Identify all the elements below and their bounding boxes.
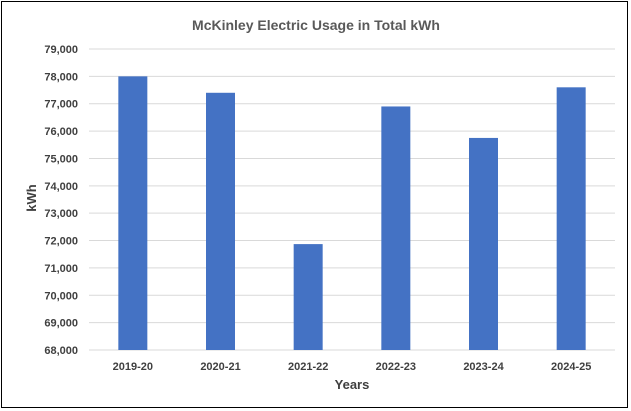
y-tick-label: 71,000 (44, 263, 78, 275)
x-tick-label: 2019-20 (113, 361, 153, 373)
y-tick-labels: 68,000 69,000 70,000 71,000 72,000 73,000 74,0… (44, 44, 78, 357)
x-tick-label: 2022-23 (376, 361, 416, 373)
x-tick-label: 2023-24 (463, 361, 504, 373)
bar-2023-24 (469, 137, 498, 350)
y-tick-label: 78,000 (44, 71, 78, 83)
x-tick-labels: 2019-20 2020-21 2021-22 2022-23 2023-24 2024-… (113, 361, 592, 373)
y-tick-label: 70,000 (44, 290, 78, 302)
bar-2019-20 (118, 76, 148, 350)
chart-title: McKinley Electric Usage in Total kWh (192, 17, 440, 33)
bars (118, 76, 586, 351)
y-tick-label: 68,000 (44, 345, 78, 357)
bar-2024-25 (556, 87, 586, 351)
y-axis-title: kWh (24, 184, 39, 212)
y-tick-label: 77,000 (44, 99, 78, 111)
bar-2021-22 (293, 244, 323, 350)
x-tick-label: 2024-25 (551, 361, 591, 373)
x-tick-label: 2020-21 (200, 361, 240, 373)
y-tick-label: 73,000 (44, 208, 78, 220)
bar-2020-21 (206, 92, 235, 351)
x-axis-title: Years (335, 377, 370, 392)
bar-2022-23 (381, 106, 411, 350)
y-tick-label: 79,000 (44, 44, 78, 56)
y-tick-label: 74,000 (44, 181, 78, 193)
gridlines (89, 48, 615, 351)
x-tick-label: 2021-22 (288, 361, 328, 373)
y-tick-label: 75,000 (44, 153, 78, 165)
y-tick-label: 72,000 (44, 236, 78, 248)
y-tick-label: 76,000 (44, 126, 78, 138)
y-tick-label: 69,000 (44, 318, 78, 330)
